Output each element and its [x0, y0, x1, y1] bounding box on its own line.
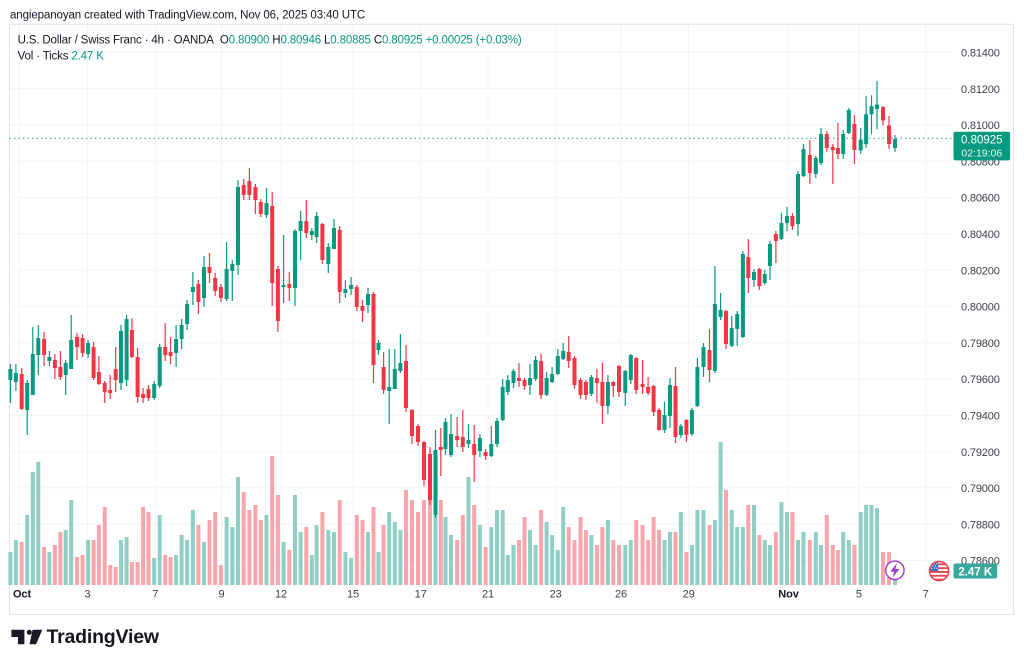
svg-text:5: 5 [856, 589, 862, 601]
svg-text:0.80925: 0.80925 [961, 135, 1003, 147]
svg-text:15: 15 [347, 589, 359, 601]
svg-text:29: 29 [683, 589, 695, 601]
svg-text:0.79200: 0.79200 [961, 447, 1000, 459]
svg-text:0.81000: 0.81000 [961, 120, 1000, 132]
svg-text:26: 26 [615, 589, 627, 601]
svg-text:0.80200: 0.80200 [961, 265, 1000, 277]
svg-text:0.79800: 0.79800 [961, 338, 1000, 350]
svg-text:0.79000: 0.79000 [961, 483, 1000, 495]
svg-text:7: 7 [152, 589, 158, 601]
svg-text:U.S. Dollar / Swiss Franc · 4h: U.S. Dollar / Swiss Franc · 4h · OANDA O… [18, 35, 522, 47]
svg-text:Oct: Oct [13, 589, 31, 601]
svg-text:3: 3 [84, 589, 90, 601]
svg-text:12: 12 [275, 589, 287, 601]
svg-text:angiepanoyan created with Trad: angiepanoyan created with TradingView.co… [10, 10, 365, 22]
svg-text:Nov: Nov [778, 589, 799, 601]
svg-text:23: 23 [550, 589, 562, 601]
svg-text:0.81400: 0.81400 [961, 48, 1000, 60]
svg-text:02:19:06: 02:19:06 [961, 147, 1002, 159]
svg-text:9: 9 [218, 589, 224, 601]
svg-text:Vol · Ticks 2.47 K: Vol · Ticks 2.47 K [18, 51, 105, 63]
svg-text:7: 7 [923, 589, 929, 601]
svg-text:0.81200: 0.81200 [961, 84, 1000, 96]
svg-text:0.79600: 0.79600 [961, 374, 1000, 386]
svg-text:2.47 K: 2.47 K [958, 566, 993, 578]
svg-text:0.78800: 0.78800 [961, 519, 1000, 531]
svg-text:TradingView: TradingView [47, 626, 160, 648]
svg-text:21: 21 [482, 589, 494, 601]
svg-text:0.79400: 0.79400 [961, 411, 1000, 423]
svg-text:17: 17 [415, 589, 427, 601]
svg-text:0.80400: 0.80400 [961, 229, 1000, 241]
svg-text:0.80600: 0.80600 [961, 193, 1000, 205]
svg-text:0.80000: 0.80000 [961, 302, 1000, 314]
